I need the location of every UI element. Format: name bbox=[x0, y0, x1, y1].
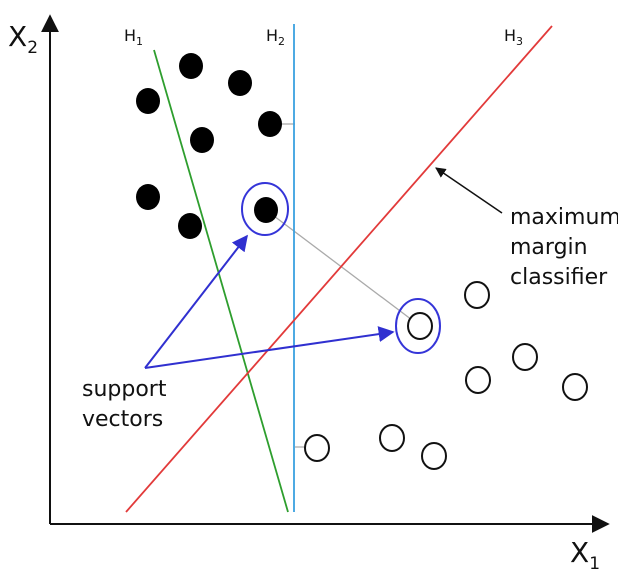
filled-point bbox=[136, 88, 160, 114]
open-point bbox=[421, 442, 447, 470]
hyperplane-h3-label: H3 bbox=[504, 26, 523, 48]
support-arrow-lower bbox=[144, 326, 395, 369]
filled-point bbox=[136, 184, 160, 210]
filled-point bbox=[190, 127, 214, 153]
open-point bbox=[464, 281, 490, 309]
filled-point bbox=[178, 213, 202, 239]
support-arrow-upper bbox=[144, 234, 248, 369]
x-axis-label: X1 bbox=[570, 536, 600, 573]
support-vector-ring-upper bbox=[241, 182, 289, 236]
support-vectors-label: support vectors bbox=[82, 377, 173, 432]
open-point bbox=[379, 424, 405, 452]
max-margin-label: maximum margin classifier bbox=[510, 205, 618, 290]
margin-line-support bbox=[265, 209, 421, 327]
hyperplane-h3 bbox=[125, 25, 553, 513]
max-margin-arrow bbox=[435, 167, 503, 214]
y-axis-label: X2 bbox=[8, 20, 38, 58]
filled-point bbox=[179, 53, 203, 79]
open-point bbox=[465, 366, 491, 394]
filled-point bbox=[258, 111, 282, 137]
filled-class-points bbox=[136, 53, 282, 239]
filled-point bbox=[228, 70, 252, 96]
hyperplane-h1 bbox=[153, 49, 289, 513]
support-vector-ring-lower bbox=[395, 298, 441, 354]
open-point bbox=[407, 312, 433, 340]
open-point bbox=[304, 434, 330, 462]
open-point bbox=[562, 373, 588, 401]
hyperplane-h1-label: H1 bbox=[124, 26, 143, 48]
hyperplane-h2-label: H2 bbox=[266, 26, 285, 48]
filled-point bbox=[254, 197, 278, 223]
open-point bbox=[512, 343, 538, 371]
open-class-points bbox=[304, 281, 588, 470]
